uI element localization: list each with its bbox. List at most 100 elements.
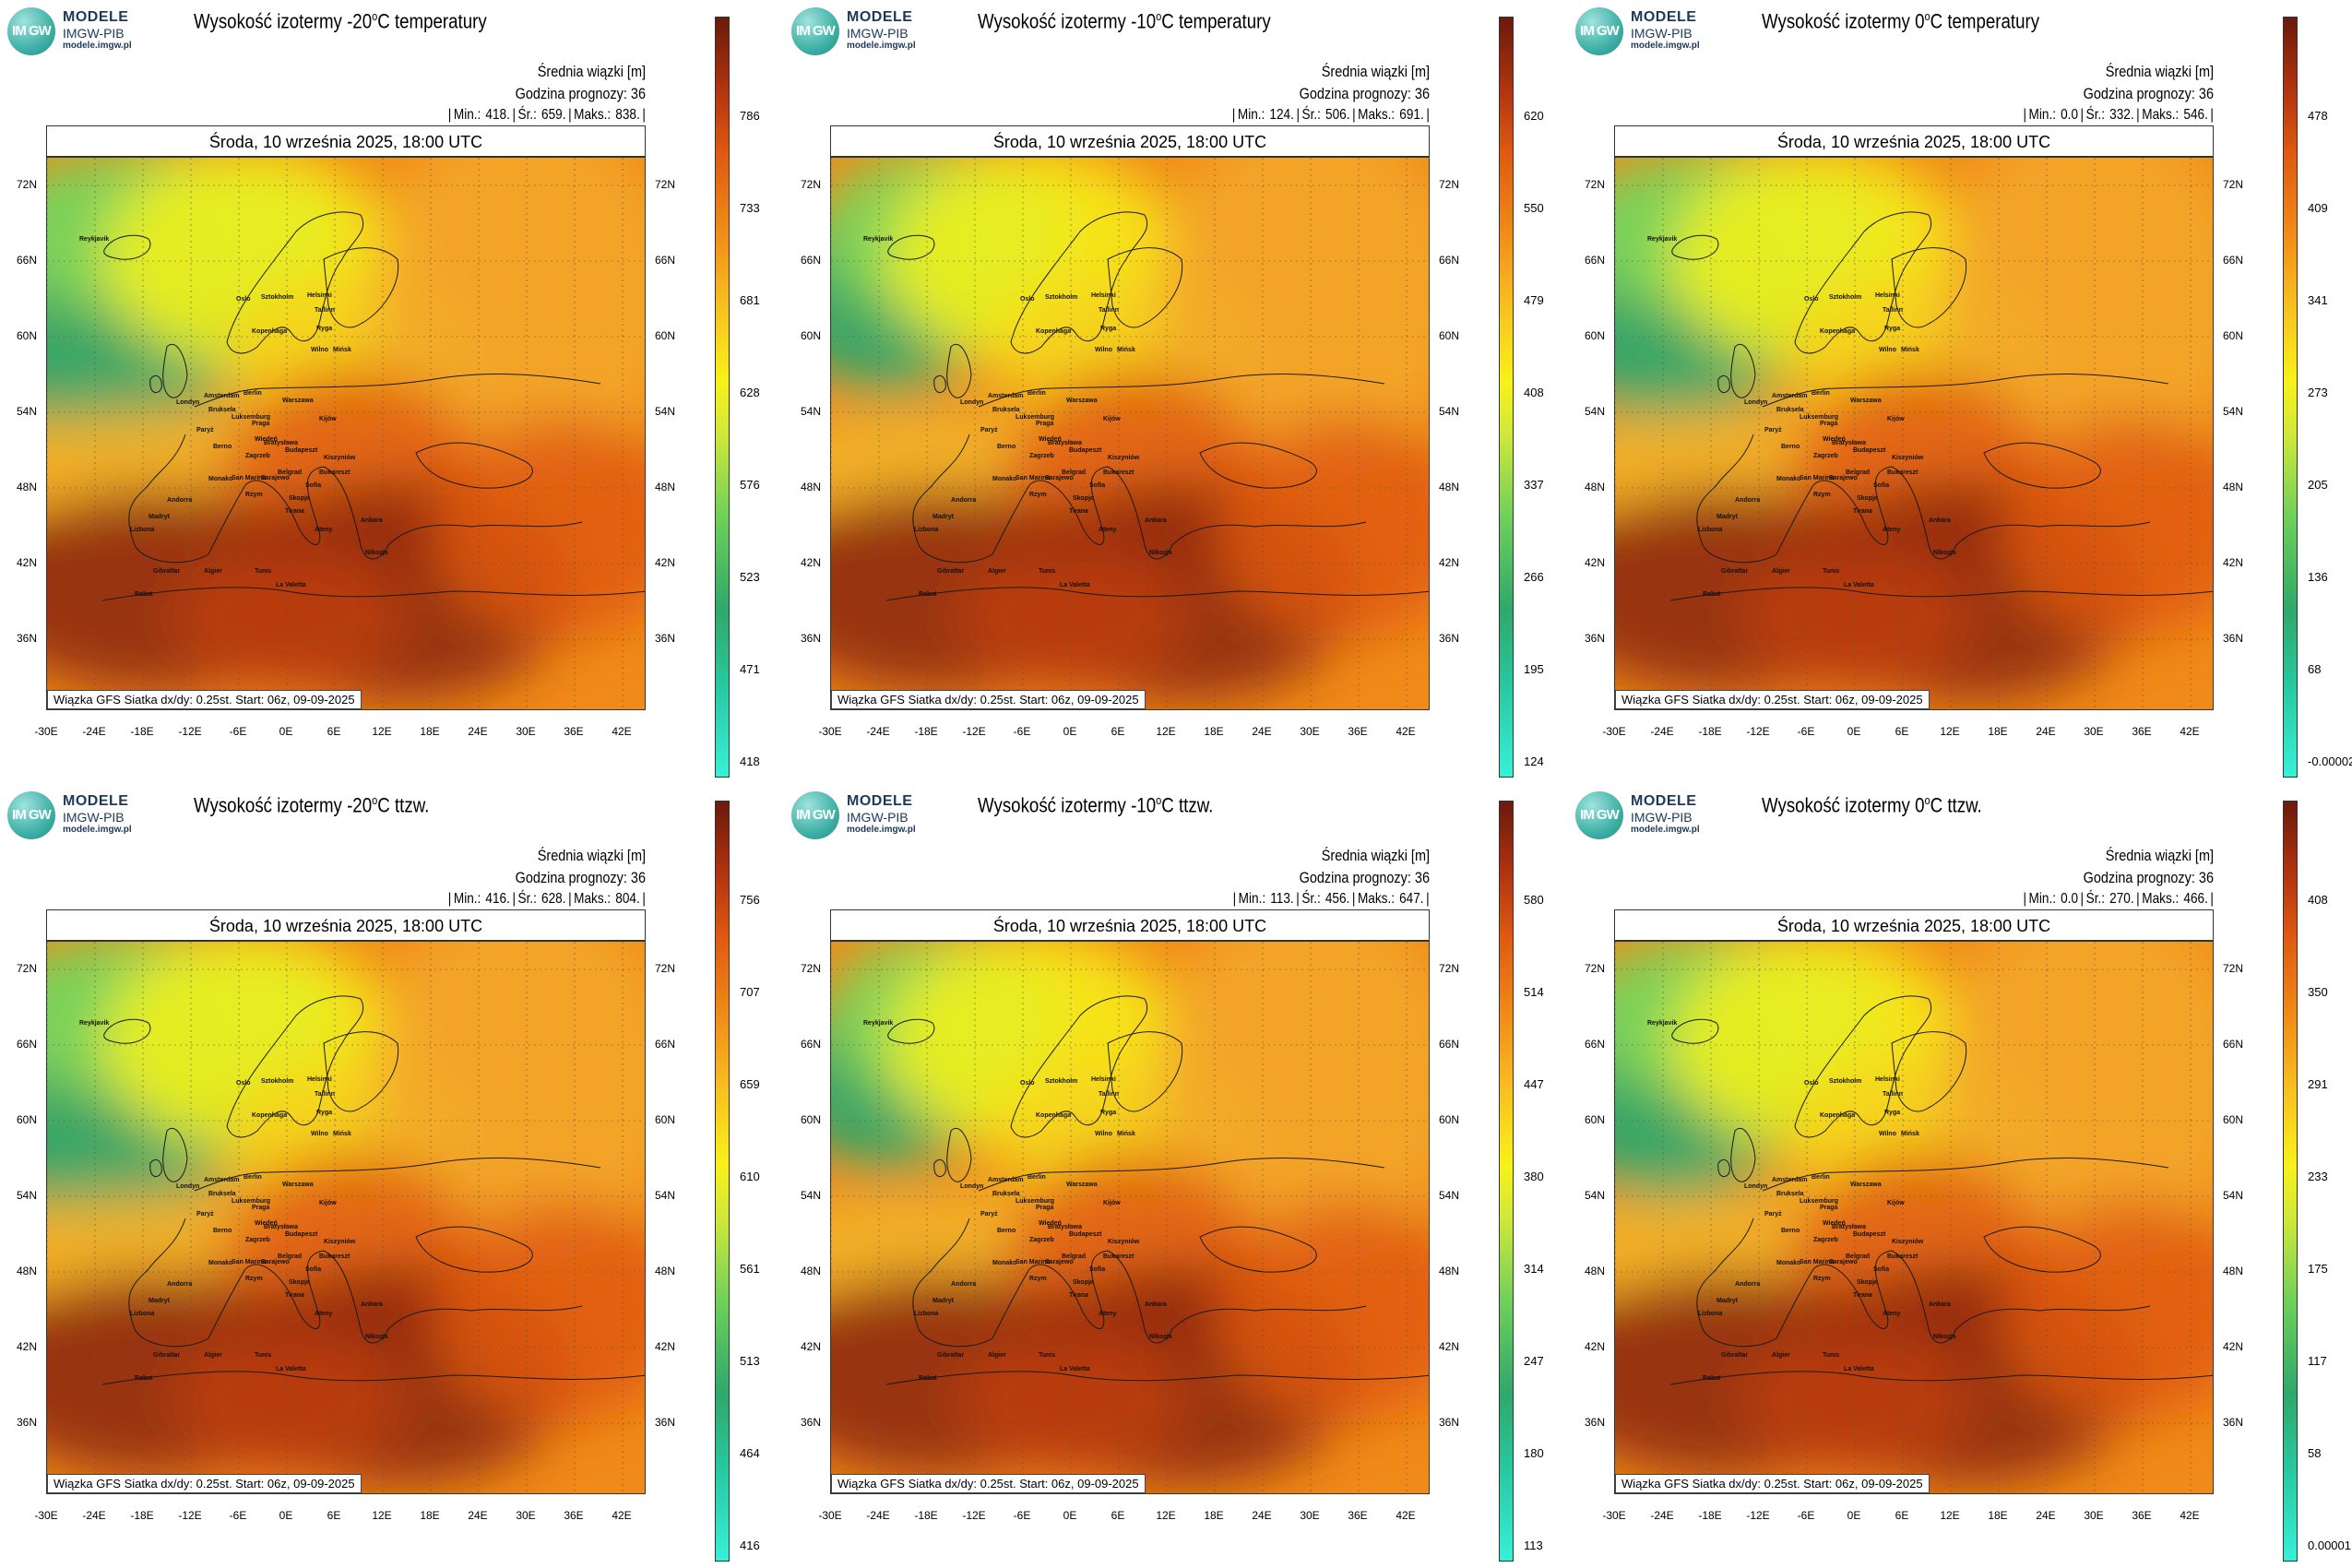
longitude-label: 30E xyxy=(2084,725,2104,738)
max-label: Maks.: xyxy=(2142,891,2180,907)
city-label: La Valetta xyxy=(1060,1366,1090,1372)
city-label: San Marino xyxy=(232,1259,267,1265)
field-blobs xyxy=(1615,158,2213,702)
avg-label: Śr.: xyxy=(1301,107,1322,123)
city-label: Oslo xyxy=(1020,1080,1035,1087)
logo-text-modele: MODELE xyxy=(1631,9,1697,25)
longitude-label: 6E xyxy=(1111,1509,1125,1522)
graticule xyxy=(1615,158,2213,709)
city-label: Andorra xyxy=(951,497,977,504)
scale-tick-label: 550 xyxy=(1524,201,1544,215)
longitude-label: 18E xyxy=(420,725,440,738)
forecast-hour-label: Godzina prognozy: 36 xyxy=(1299,869,1430,886)
forecast-hour-label: Godzina prognozy: 36 xyxy=(2083,869,2214,886)
scale-tick-label: -0.00002 xyxy=(2308,754,2352,768)
city-label: Madryt xyxy=(148,1298,170,1304)
city-label: Tirana xyxy=(285,1292,304,1299)
longitude-label: 6E xyxy=(1895,725,1909,738)
city-label: Helsinki xyxy=(1875,292,1900,299)
latitude-label-right: 48N xyxy=(655,1265,676,1277)
valid-date-bar: Środa, 10 września 2025, 18:00 UTC xyxy=(830,125,1430,157)
city-label: Wilno xyxy=(1095,347,1112,353)
scale-tick-label: 628 xyxy=(740,386,760,399)
city-label: Londyn xyxy=(176,399,200,406)
avg-value: 628. xyxy=(541,891,566,907)
city-label: Bukareszt xyxy=(1887,1253,1918,1260)
city-label: Kopenhaga xyxy=(1036,1112,1072,1119)
longitude-label: -12E xyxy=(1746,725,1770,738)
logo-text-modele: MODELE xyxy=(63,9,129,25)
longitude-label: 36E xyxy=(2132,1509,2152,1522)
isotherm-field xyxy=(47,158,645,709)
avg-value: 506. xyxy=(1325,107,1350,123)
city-label: Paryż xyxy=(1764,1211,1782,1218)
city-label: Reykjavik xyxy=(863,1020,894,1027)
longitude-label: -6E xyxy=(1797,1509,1815,1522)
city-label: Rabat xyxy=(919,1375,937,1382)
scale-tick-label: 786 xyxy=(740,109,760,123)
city-label: Tunis xyxy=(255,568,272,575)
latitude-label-left: 48N xyxy=(1585,1265,1606,1277)
longitude-label: -18E xyxy=(1698,1509,1722,1522)
city-label: Nikozja xyxy=(365,550,388,556)
latitude-label-left: 60N xyxy=(1585,329,1606,342)
scale-tick-label: 610 xyxy=(740,1170,760,1183)
isotherm-field xyxy=(47,942,645,1493)
city-label: Gibraltar xyxy=(937,1352,965,1359)
imgw-logo: IM GW MODELE IMGW-PIB modele.imgw.pl xyxy=(791,7,957,55)
city-label: Ateny xyxy=(315,1311,333,1317)
city-label: Gibraltar xyxy=(153,568,181,575)
city-label: Londyn xyxy=(1744,1183,1768,1190)
coast-line xyxy=(1010,211,1148,354)
city-label: Mińsk xyxy=(1901,347,1919,353)
latitude-label-right: 48N xyxy=(1439,481,1460,493)
ensemble-mean-label: Średnia wiązki [m] xyxy=(2105,847,2214,864)
city-label: Tallinn xyxy=(1099,307,1120,314)
city-label: Tunis xyxy=(1039,568,1056,575)
max-value: 466. xyxy=(2183,891,2208,907)
longitude-label: -30E xyxy=(1602,725,1626,738)
city-label: Rzym xyxy=(245,492,263,498)
forecast-panel-3: IM GW MODELE IMGW-PIB modele.imgw.pl Wys… xyxy=(1568,0,2352,784)
city-label: Rabat xyxy=(1703,591,1721,598)
latitude-label-left: 72N xyxy=(1585,962,1606,975)
latitude-label-right: 48N xyxy=(1439,1265,1460,1277)
city-label: Helsinki xyxy=(1091,1076,1116,1083)
coast-line xyxy=(933,374,946,394)
longitude-label: 42E xyxy=(612,725,632,738)
city-label: Monako xyxy=(208,476,233,482)
longitude-label: 30E xyxy=(516,1509,536,1522)
city-label: Monako xyxy=(992,476,1017,482)
coast-line xyxy=(128,434,583,564)
city-label: Berlin xyxy=(244,390,262,397)
city-label: Kijów xyxy=(1103,416,1121,422)
latitude-label-right: 72N xyxy=(2223,962,2244,975)
panel-title: Wysokość izotermy -10oC temperatury xyxy=(978,9,1271,33)
coast-line xyxy=(1730,344,1756,398)
city-label: Algier xyxy=(988,1352,1006,1359)
scale-tick-label: 416 xyxy=(740,1538,760,1552)
city-label: Tallinn xyxy=(315,307,336,314)
field-blobs xyxy=(47,942,645,1486)
latitude-label-right: 36N xyxy=(655,1416,676,1429)
logo-text-imgw: IMGW-PIB xyxy=(847,26,909,41)
city-label: Tallinn xyxy=(1883,307,1904,314)
latitude-label-left: 60N xyxy=(17,329,38,342)
city-label: Mińsk xyxy=(333,347,351,353)
longitude-label: 24E xyxy=(468,1509,488,1522)
logo-text-imgw: IMGW-PIB xyxy=(63,810,125,825)
latitude-label-right: 36N xyxy=(2223,1416,2244,1429)
scale-tick-label: 291 xyxy=(2308,1077,2328,1091)
imgw-logo-icon: IM GW xyxy=(791,791,839,839)
city-label: Andorra xyxy=(1735,497,1761,504)
city-label: Budapeszt xyxy=(285,1231,318,1238)
city-label: Madryt xyxy=(148,514,170,520)
latitude-label-right: 66N xyxy=(1439,254,1460,267)
latitude-label-left: 48N xyxy=(17,481,38,493)
latitude-label-right: 60N xyxy=(2223,329,2244,342)
scale-tick-label: 58 xyxy=(2308,1446,2322,1460)
scale-tick-label: 478 xyxy=(2308,109,2328,123)
latitude-label-left: 48N xyxy=(801,1265,822,1277)
city-label: Ateny xyxy=(1883,1311,1901,1317)
scale-tick-label: 523 xyxy=(740,570,760,584)
